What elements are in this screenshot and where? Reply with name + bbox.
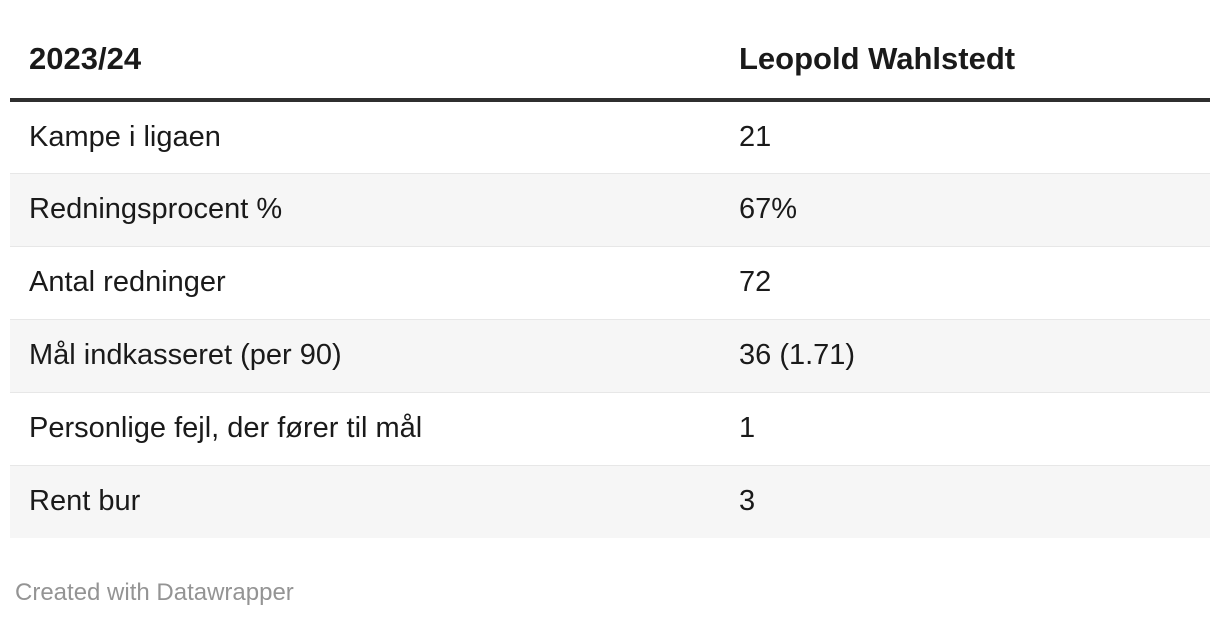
stat-label: Kampe i ligaen [29, 120, 221, 153]
player-stats-table: 2023/24 Leopold Wahlstedt Kampe i ligaen… [10, 0, 1210, 538]
stat-label: Mål indkasseret (per 90) [29, 339, 342, 371]
table-row: Kampe i ligaen 21 [10, 100, 1210, 173]
stat-value: 21 [739, 120, 772, 153]
table-row: Rent bur 3 [10, 465, 1210, 538]
table-row: Redningsprocent % 67% [10, 173, 1210, 246]
stat-label: Rent bur [29, 485, 141, 518]
stat-label: Personlige fejl, der fører til mål [29, 412, 423, 444]
table-row: Antal redninger 72 [10, 246, 1210, 319]
stat-value: 36 (1.71) [739, 339, 856, 371]
stat-label: Redningsprocent % [29, 193, 283, 225]
table-body: Kampe i ligaen 21 Redningsprocent % 67% … [10, 100, 1210, 538]
table-row: Mål indkasseret (per 90) 36 (1.71) [10, 319, 1210, 392]
stat-value: 67% [739, 193, 798, 225]
stat-value: 1 [739, 412, 756, 444]
datawrapper-attribution-link[interactable]: Created with Datawrapper [15, 579, 294, 606]
table-header: 2023/24 Leopold Wahlstedt [10, 0, 1210, 102]
stat-value: 3 [739, 485, 756, 518]
header-row: 2023/24 Leopold Wahlstedt [10, 0, 1210, 102]
stat-label: Antal redninger [29, 266, 226, 298]
header-season: 2023/24 [10, 0, 720, 102]
chart-footer: Created with Datawrapper [15, 579, 1210, 607]
table-row: Personlige fejl, der fører til mål 1 [10, 392, 1210, 465]
header-player-name: Leopold Wahlstedt [720, 0, 1210, 102]
stat-value: 72 [739, 266, 772, 298]
